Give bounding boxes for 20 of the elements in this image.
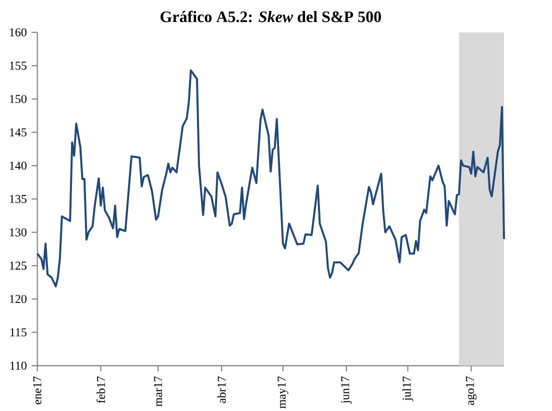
y-tick-label: 110 bbox=[10, 362, 26, 370]
x-tick-label: abr17 bbox=[217, 376, 226, 403]
y-tick-label: 115 bbox=[10, 328, 26, 336]
x-tick-label: jul17 bbox=[402, 376, 414, 402]
y-tick-label: 135 bbox=[10, 194, 26, 204]
y-tick-label: 125 bbox=[10, 262, 26, 270]
x-tick-label: ene17 bbox=[33, 376, 42, 404]
y-tick-label: 120 bbox=[10, 294, 26, 304]
y-tick-label: 155 bbox=[10, 62, 26, 70]
chart-title: Gráfico A5.2: Skew del S&P 500 bbox=[160, 10, 381, 22]
x-tick-label: mar17 bbox=[154, 376, 162, 406]
x-tick-label: may17 bbox=[278, 376, 288, 408]
y-tick-label: 145 bbox=[10, 128, 26, 136]
y-tick-label: 150 bbox=[10, 94, 26, 104]
y-tick-label: 140 bbox=[10, 162, 26, 170]
x-tick-label: jun17 bbox=[341, 376, 352, 404]
x-tick-label: ago17 bbox=[466, 376, 477, 405]
y-tick-label: 160 bbox=[10, 28, 26, 36]
y-tick-label: 130 bbox=[10, 228, 26, 236]
x-tick-label: feb17 bbox=[96, 376, 106, 404]
